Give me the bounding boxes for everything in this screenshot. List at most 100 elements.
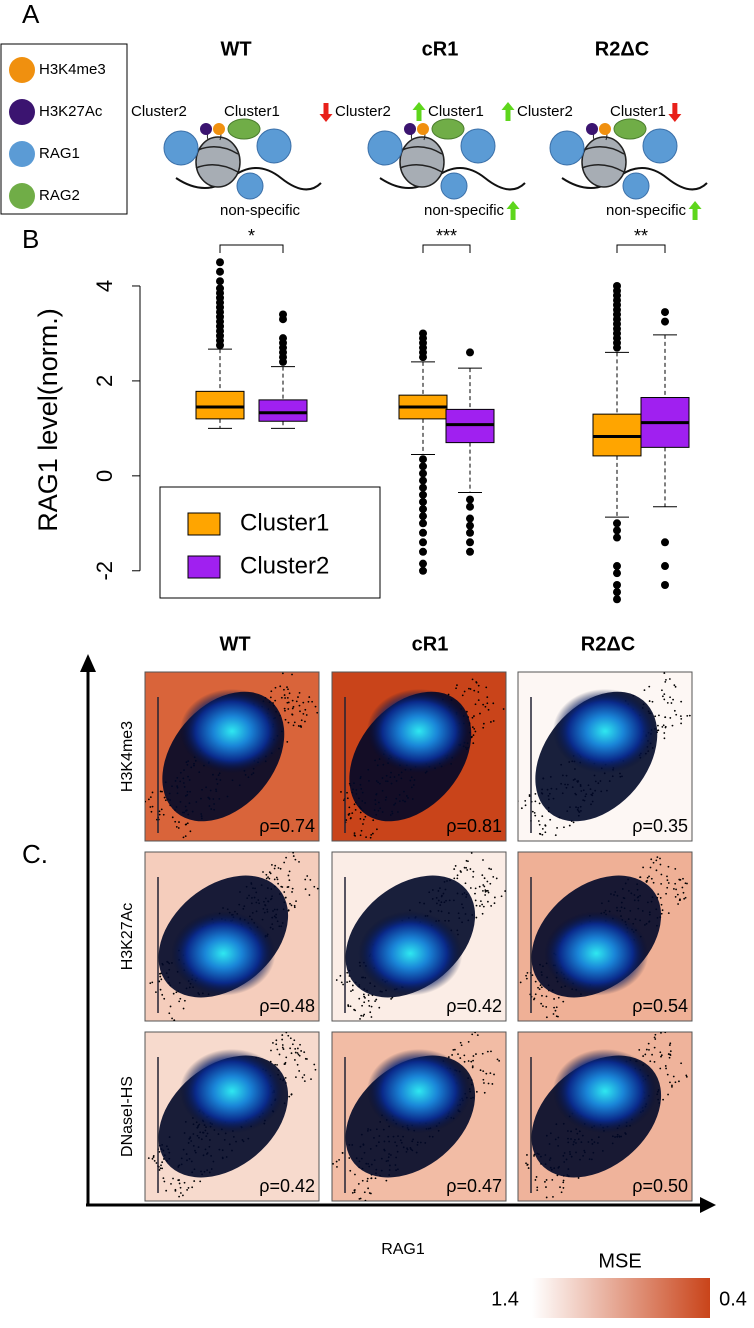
scatter-dot bbox=[545, 1196, 548, 1199]
scatter-dot bbox=[482, 1078, 485, 1081]
scatter-dot bbox=[374, 1000, 377, 1003]
scatter-dot bbox=[471, 726, 474, 729]
scatter-dot bbox=[452, 1048, 455, 1051]
rag1 bbox=[236, 172, 264, 200]
scatter-dot bbox=[680, 1062, 683, 1065]
scatter-dot bbox=[652, 861, 655, 864]
scatter-dot bbox=[545, 1179, 548, 1181]
scatter-dot bbox=[159, 975, 162, 978]
scatter-dot bbox=[158, 813, 161, 816]
scatter-dot bbox=[292, 855, 295, 857]
outlier bbox=[419, 505, 427, 514]
scatter-dot bbox=[304, 720, 306, 723]
scatter-dot bbox=[147, 1157, 150, 1160]
scatter-dot bbox=[552, 1195, 554, 1198]
scatter-dot bbox=[361, 1004, 363, 1007]
scatter-dot bbox=[671, 724, 674, 727]
callout-label: Cluster1 bbox=[224, 103, 280, 120]
scatter-dot bbox=[152, 1156, 155, 1159]
outlier bbox=[613, 533, 621, 542]
scatter-dot bbox=[672, 698, 674, 701]
scatter-dot bbox=[642, 866, 645, 869]
rag1 bbox=[440, 172, 468, 200]
scatter-dot bbox=[375, 998, 378, 1001]
scatter-dot bbox=[562, 1181, 565, 1184]
scatter-dot bbox=[281, 1044, 284, 1046]
scatter-dot bbox=[182, 836, 185, 839]
scatter-dot bbox=[370, 1016, 373, 1018]
scatter-dot bbox=[504, 890, 506, 892]
scatter-dot bbox=[535, 1176, 538, 1178]
scatter-dot bbox=[483, 877, 486, 880]
scatter-dot bbox=[563, 826, 565, 829]
scatter-dot bbox=[655, 859, 658, 862]
scatter-dot bbox=[664, 680, 667, 683]
scatter-dot bbox=[287, 909, 290, 912]
scatter-dot bbox=[284, 697, 286, 699]
scatter-dot bbox=[463, 1054, 466, 1057]
scatter-dot bbox=[151, 1157, 154, 1160]
scatter-dot bbox=[346, 971, 349, 974]
outlier bbox=[419, 547, 427, 556]
scatter-dot bbox=[385, 1179, 388, 1182]
scatter-dot bbox=[555, 1006, 558, 1009]
row-label: DNaseI-HS bbox=[119, 1076, 136, 1157]
scatter-dot bbox=[370, 1177, 373, 1180]
scatter-dot bbox=[350, 990, 352, 993]
scatter-dot bbox=[371, 832, 374, 835]
scatter-dot bbox=[489, 882, 492, 885]
scatter-dot bbox=[285, 1056, 288, 1059]
scatter-dot bbox=[648, 875, 650, 878]
scatter-dot bbox=[490, 1050, 492, 1053]
scatter-dot bbox=[179, 1192, 182, 1194]
scatter-dot bbox=[270, 690, 273, 693]
panel-label: C. bbox=[22, 839, 48, 869]
scatter-dot bbox=[316, 887, 319, 890]
scatter-dot bbox=[658, 714, 660, 717]
scatter-dot bbox=[295, 1076, 297, 1079]
scatter-dot bbox=[155, 991, 157, 994]
scatter-dot bbox=[369, 1192, 372, 1195]
scatter-dot bbox=[311, 700, 314, 703]
scatter-dot bbox=[468, 687, 470, 690]
scatter-dot bbox=[670, 702, 673, 704]
scatter-dot bbox=[346, 981, 349, 984]
scatter-dot bbox=[158, 810, 161, 813]
correlation-label: ρ=0.42 bbox=[446, 996, 502, 1016]
arrow-up bbox=[501, 102, 515, 121]
scatter-dot bbox=[495, 877, 498, 880]
scatter-dot bbox=[475, 1090, 478, 1093]
scatter-dot bbox=[534, 814, 537, 817]
scatter-dot bbox=[363, 1013, 366, 1016]
scatter-dot bbox=[680, 700, 683, 703]
scatter-dot bbox=[287, 721, 290, 724]
colorbar-title: MSE bbox=[598, 1250, 641, 1272]
scatter-dot bbox=[537, 820, 540, 822]
scatter-dot bbox=[179, 997, 182, 1000]
legend-label: Cluster2 bbox=[240, 552, 329, 579]
legend-swatch bbox=[9, 57, 35, 83]
outlier bbox=[661, 538, 669, 547]
scatter-dot bbox=[531, 810, 534, 813]
scatter-dot bbox=[475, 916, 478, 919]
scatter-dot bbox=[650, 858, 653, 861]
scatter-dot bbox=[345, 819, 348, 821]
legend-label: H3K27Ac bbox=[39, 103, 103, 120]
scatter-dot bbox=[277, 867, 280, 869]
scatter-dot bbox=[367, 994, 370, 996]
scatter-dot bbox=[674, 685, 677, 688]
scatter-dot bbox=[673, 684, 676, 687]
scatter-dot bbox=[467, 1040, 470, 1043]
scatter-dot bbox=[158, 1169, 161, 1171]
scatter-dot bbox=[191, 1186, 194, 1189]
scatter-dot bbox=[680, 722, 683, 725]
scatter-dot bbox=[149, 806, 152, 808]
density-scatter bbox=[519, 852, 688, 1019]
scatter-dot bbox=[171, 816, 174, 819]
scatter-dot bbox=[537, 986, 539, 989]
scatter-dot bbox=[471, 1066, 474, 1069]
scatter-dot bbox=[500, 895, 503, 898]
scatter-dot bbox=[281, 1034, 284, 1036]
scatter-dot bbox=[363, 1191, 366, 1194]
outlier bbox=[466, 495, 474, 504]
